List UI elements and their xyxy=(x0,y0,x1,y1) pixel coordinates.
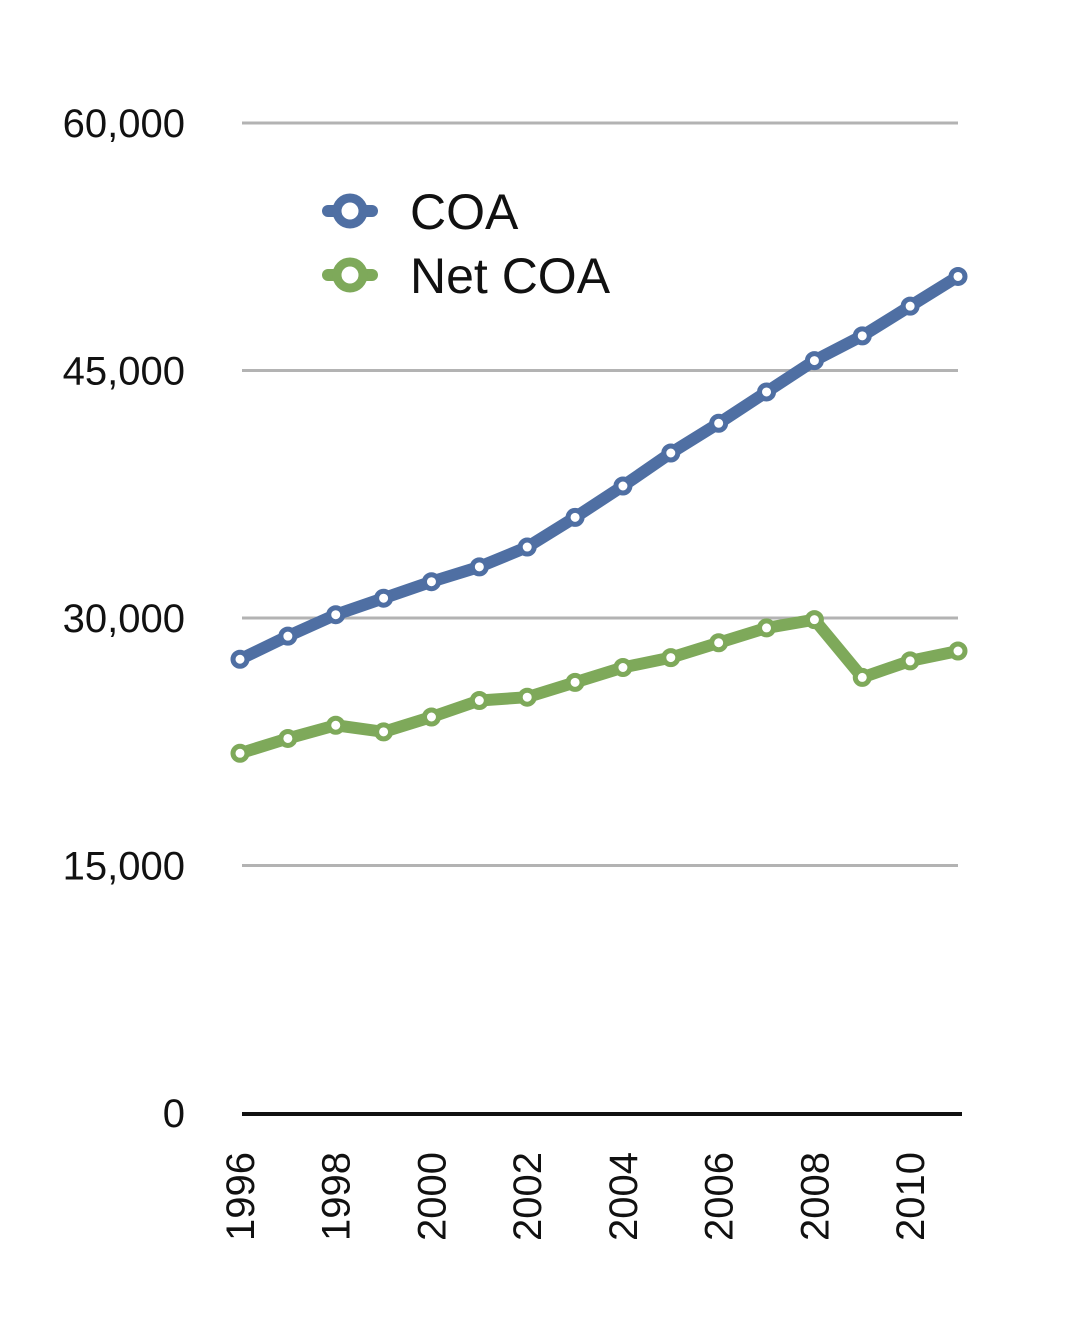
data-point xyxy=(565,672,585,692)
legend-marker xyxy=(332,193,368,229)
x-tick-label: 1996 xyxy=(219,1152,263,1241)
data-point xyxy=(230,649,250,669)
y-tick-label: 0 xyxy=(163,1092,185,1136)
data-point xyxy=(469,691,489,710)
data-point xyxy=(709,413,729,433)
x-tick-label: 2004 xyxy=(602,1152,646,1241)
y-tick-label: 60,000 xyxy=(63,102,185,146)
y-tick-label: 30,000 xyxy=(63,597,185,641)
series-0 xyxy=(230,266,968,669)
data-point xyxy=(804,351,824,371)
data-point xyxy=(230,743,250,763)
data-point xyxy=(421,572,441,592)
series-line xyxy=(234,270,964,666)
x-tick-label: 2002 xyxy=(506,1152,550,1241)
y-tick-label: 45,000 xyxy=(63,350,185,394)
data-point xyxy=(517,687,537,707)
legend-marker xyxy=(332,257,368,293)
data-point xyxy=(565,507,585,527)
y-tick-label: 15,000 xyxy=(63,845,185,889)
y-axis-ticks: 0 15,000 30,000 45,000 60,000 xyxy=(63,102,185,1136)
data-point xyxy=(278,728,298,748)
x-tick-label: 2000 xyxy=(410,1152,454,1241)
x-axis-ticks: 1996 1998 2000 2002 2004 2006 2008 2010 xyxy=(219,1152,933,1241)
data-point xyxy=(852,326,872,346)
data-point xyxy=(374,722,394,742)
data-point xyxy=(852,667,872,687)
data-point xyxy=(613,658,633,677)
data-point xyxy=(900,296,920,316)
x-tick-label: 2010 xyxy=(889,1152,933,1241)
legend-label: Net COA xyxy=(410,248,611,304)
series-line xyxy=(234,613,964,760)
series-group xyxy=(230,266,968,763)
data-point xyxy=(661,648,681,668)
data-point xyxy=(326,605,346,625)
data-point xyxy=(900,651,920,671)
x-tick-label: 2006 xyxy=(698,1152,742,1241)
data-point xyxy=(613,476,633,496)
x-tick-label: 1998 xyxy=(315,1152,359,1241)
series-1 xyxy=(230,610,968,763)
data-point xyxy=(326,715,346,735)
gridlines xyxy=(242,121,958,867)
data-point xyxy=(757,618,777,638)
legend: COA Net COA xyxy=(322,184,611,304)
x-tick-label: 2008 xyxy=(793,1152,837,1241)
data-point xyxy=(948,641,968,661)
legend-item: COA xyxy=(322,184,519,240)
data-point xyxy=(709,633,729,653)
data-point xyxy=(517,537,537,557)
data-point xyxy=(278,626,298,646)
data-point xyxy=(374,588,394,608)
data-point xyxy=(469,557,489,577)
legend-item: Net COA xyxy=(322,248,611,304)
data-point xyxy=(948,266,968,286)
data-point xyxy=(757,382,777,402)
data-point xyxy=(421,707,441,727)
legend-label: COA xyxy=(410,184,519,240)
data-point xyxy=(804,610,824,630)
data-point xyxy=(661,443,681,463)
